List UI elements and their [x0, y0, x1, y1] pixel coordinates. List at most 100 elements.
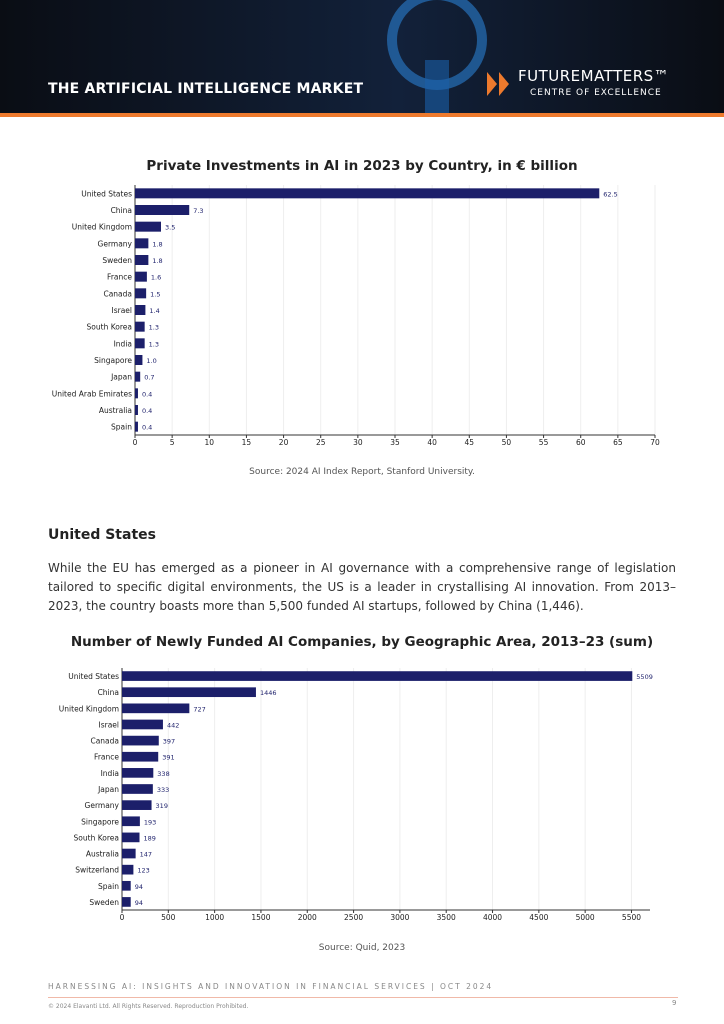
copyright: © 2024 Elavanti Ltd. All Rights Reserved… [48, 1003, 249, 1010]
x-tick-label: 55 [539, 438, 549, 447]
chart-title: Number of Newly Funded AI Companies, by … [71, 634, 653, 650]
y-tick-label: Sweden [89, 898, 119, 907]
footer-rule [48, 997, 678, 998]
footer-series: HARNESSING AI: INSIGHTS AND INNOVATION I… [48, 982, 494, 991]
y-tick-label: Canada [90, 737, 119, 746]
value-label: 94 [135, 899, 143, 907]
bar [135, 188, 600, 199]
y-tick-label: Sweden [102, 256, 132, 265]
page-number: 9 [672, 999, 677, 1007]
bar [135, 305, 146, 315]
value-label: 1.3 [149, 324, 159, 332]
logo-subtitle: CENTRE OF EXCELLENCE [530, 88, 662, 98]
x-tick-label: 4000 [483, 913, 502, 922]
bar [122, 751, 159, 762]
value-label: 147 [140, 851, 152, 859]
value-label: 0.4 [142, 407, 152, 415]
value-label: 1446 [260, 689, 277, 697]
header-art [387, 0, 509, 113]
x-tick-label: 50 [502, 438, 512, 447]
x-tick-label: 65 [613, 438, 623, 447]
x-tick-label: 25 [316, 438, 326, 447]
source: Source: 2024 AI Index Report, Stanford U… [249, 467, 475, 477]
x-tick-label: 5500 [622, 913, 641, 922]
bar [135, 371, 141, 382]
y-tick-label: Canada [103, 289, 132, 298]
x-tick-label: 500 [161, 913, 176, 922]
bar [135, 255, 149, 265]
header-band [0, 0, 724, 113]
value-label: 727 [193, 705, 205, 713]
y-tick-label: Singapore [81, 817, 119, 826]
y-tick-label: India [114, 339, 132, 348]
bar [122, 768, 154, 778]
value-label: 62.5 [603, 190, 617, 198]
section-heading: United States [48, 527, 156, 543]
value-label: 193 [144, 818, 156, 826]
y-tick-label: South Korea [74, 833, 119, 842]
bar [122, 897, 131, 907]
x-tick-label: 40 [427, 438, 437, 447]
x-tick-label: 4500 [529, 913, 548, 922]
value-label: 319 [156, 802, 168, 810]
paragraph: While the EU has emerged as a pioneer in… [48, 561, 676, 613]
value-label: 0.4 [142, 390, 152, 398]
bar [135, 221, 161, 232]
y-tick-label: United States [81, 189, 132, 198]
value-label: 7.3 [193, 207, 203, 215]
bar [122, 880, 131, 891]
y-tick-label: China [98, 688, 119, 697]
bar [122, 864, 134, 875]
value-label: 1.6 [151, 274, 161, 282]
value-label: 1.8 [152, 240, 162, 248]
x-tick-label: 2500 [344, 913, 363, 922]
bar [135, 321, 145, 332]
x-tick-label: 60 [576, 438, 586, 447]
x-tick-label: 45 [465, 438, 475, 447]
chart: Private Investments in AI in 2023 by Cou… [52, 158, 660, 477]
y-tick-label: Japan [97, 785, 119, 794]
x-tick-label: 5 [170, 438, 175, 447]
bar [135, 388, 138, 399]
value-label: 1.3 [149, 340, 159, 348]
value-label: 338 [157, 770, 169, 778]
value-label: 442 [167, 721, 179, 729]
y-tick-label: Spain [111, 423, 132, 432]
y-tick-label: Israel [112, 306, 133, 315]
bar [122, 800, 152, 810]
value-label: 1.5 [150, 290, 160, 298]
header-title: THE ARTIFICIAL INTELLIGENCE MARKET [48, 81, 364, 97]
x-tick-label: 70 [650, 438, 660, 447]
value-label: 0.7 [144, 374, 154, 382]
y-tick-label: United Kingdom [72, 223, 132, 232]
value-label: 94 [135, 883, 143, 891]
value-label: 1.0 [146, 357, 156, 365]
x-tick-label: 30 [353, 438, 363, 447]
y-tick-label: Germany [98, 239, 133, 248]
y-tick-label: Israel [99, 720, 120, 729]
y-tick-label: India [101, 769, 119, 778]
x-tick-label: 3000 [390, 913, 409, 922]
bar [122, 687, 256, 698]
y-tick-label: France [94, 753, 119, 762]
bar [122, 671, 633, 681]
y-tick-label: Singapore [94, 356, 132, 365]
x-tick-label: 2000 [298, 913, 317, 922]
bar [122, 719, 163, 730]
bar [135, 271, 147, 282]
value-label: 189 [144, 834, 156, 842]
bar [135, 338, 145, 349]
x-tick-label: 35 [390, 438, 400, 447]
y-tick-label: France [107, 273, 132, 282]
value-label: 1.4 [149, 307, 159, 315]
bar [122, 816, 140, 827]
value-label: 397 [163, 738, 175, 746]
value-label: 1.8 [152, 257, 162, 265]
bar [122, 784, 153, 794]
x-tick-label: 20 [279, 438, 289, 447]
x-tick-label: 1000 [205, 913, 224, 922]
y-tick-label: United Arab Emirates [52, 389, 132, 398]
y-tick-label: Japan [110, 373, 132, 382]
source: Source: Quid, 2023 [319, 943, 405, 953]
